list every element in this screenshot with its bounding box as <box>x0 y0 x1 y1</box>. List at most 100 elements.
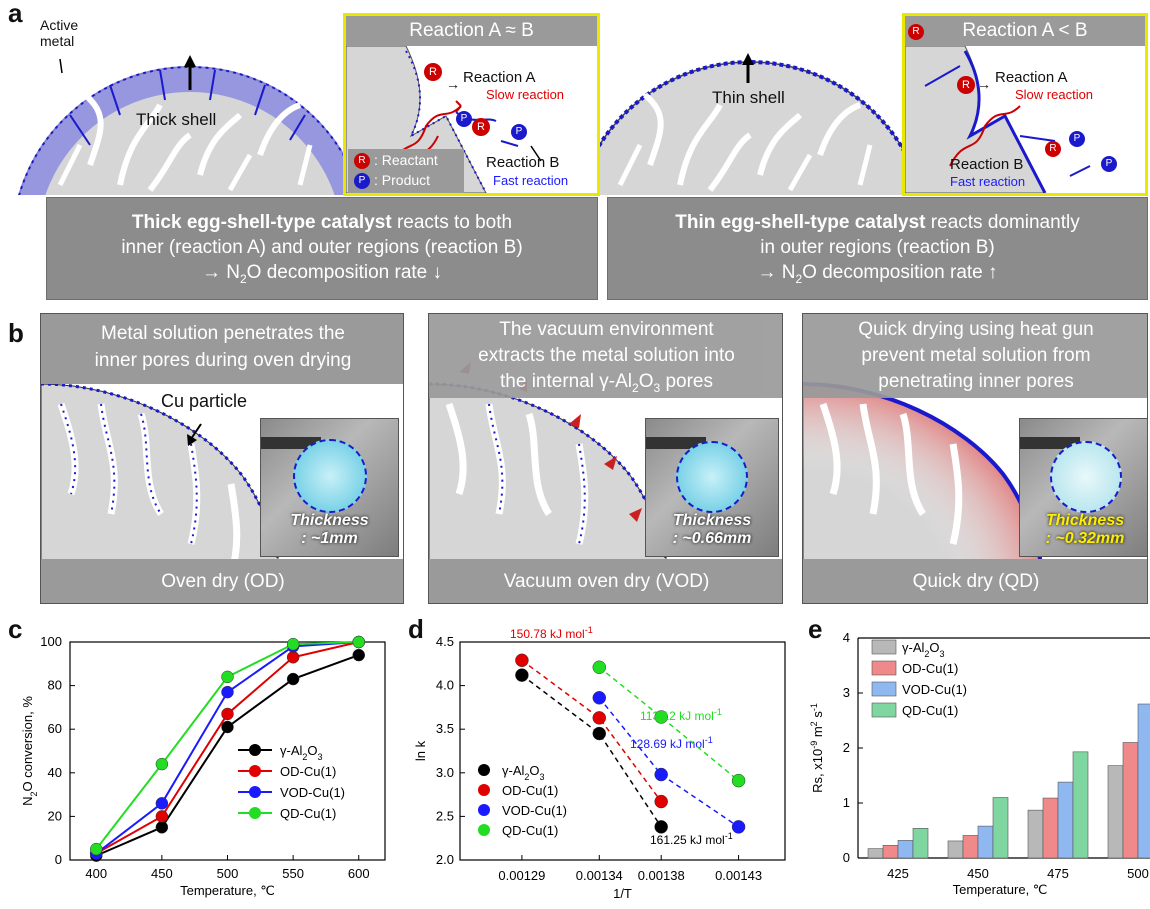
product-legend-label: : Product <box>374 172 431 188</box>
panel-b-letter: b <box>8 318 24 348</box>
chart-e-xtick-label: 425 <box>887 866 909 881</box>
reactant-icon: R <box>472 118 490 136</box>
reactant-icon: R <box>1045 141 1061 157</box>
right-inset-title: Reaction A < B <box>905 16 1145 46</box>
cu-particle-label: Cu particle <box>161 391 248 411</box>
right-inset-frame: Reaction A < B R R R P P → Reaction A Sl… <box>902 13 1148 196</box>
chart-c-legend-marker <box>249 744 261 756</box>
reactant-icon: R <box>908 24 924 40</box>
chart-c-point <box>352 635 365 649</box>
chart-d-fit-line <box>521 674 662 828</box>
chart-e-legend-label: VOD-Cu(1) <box>902 682 967 697</box>
chart-d-legend-label: QD-Cu(1) <box>502 823 558 838</box>
chart-e-bar <box>962 835 979 859</box>
chart-e-ytick-label: 0 <box>843 850 850 865</box>
chart-d-xtick-label: 0.00138 <box>638 868 685 883</box>
right-slow-reaction-label: Slow reaction <box>1015 87 1094 102</box>
quick-dry-panel: Quick drying using heat gun prevent meta… <box>802 313 1148 604</box>
chart-c-point <box>221 720 234 734</box>
quick-dry-photo: Thickness : ~0.32mm <box>1019 418 1147 557</box>
chart-c-point <box>352 648 365 662</box>
chart-e-bar <box>1027 809 1044 859</box>
panel-a-letter: a <box>8 0 23 28</box>
chart-e-xlabel: Temperature, ℃ <box>953 882 1048 897</box>
left-reaction-a-label: Reaction A <box>463 69 536 86</box>
chart-e-legend-label: γ-Al2O3 <box>902 640 945 659</box>
chart-e-bar <box>1072 751 1089 859</box>
chart-e-xtick-label: 475 <box>1047 866 1069 881</box>
chart-e-legend-swatch <box>871 660 897 676</box>
chart-e-bar <box>1122 742 1139 859</box>
chart-e-legend-swatch <box>871 681 897 697</box>
thick-shell-description: Thick egg-shell-type catalyst reacts to … <box>46 197 598 300</box>
active-metal-label: Active metal <box>40 17 79 49</box>
chart-e-legend-label: OD-Cu(1) <box>902 661 958 676</box>
chart-d-frame <box>459 641 786 861</box>
thick-shell-label: Thick shell <box>136 110 217 129</box>
chart-e-bar <box>977 825 994 859</box>
chart-e-bar <box>1057 781 1074 859</box>
right-inset-pore-diagram <box>905 46 1091 193</box>
quick-dry-caption: Quick dry (QD) <box>803 559 1147 603</box>
chart-d-point <box>515 653 529 668</box>
chart-d-ytick-label: 3.0 <box>436 765 454 780</box>
chart-c-ytick-label: 100 <box>40 634 62 649</box>
chart-d-activation-energy-label: 113.12 kJ mol-1 <box>640 707 722 723</box>
oven-dry-catalyst-illustration <box>41 382 288 603</box>
chart-e-xtick-label: 450 <box>967 866 989 881</box>
quick-dry-thickness-label: Thickness <box>1045 512 1125 529</box>
chart-c-ytick-label: 20 <box>48 808 62 823</box>
chart-d-point <box>515 668 529 682</box>
thin-shell-label: Thin shell <box>712 88 785 107</box>
chart-c-legend-label: γ-Al2O3 <box>280 743 323 762</box>
chart-c-point <box>155 757 169 771</box>
chart-d-ytick-label: 2.0 <box>436 852 454 867</box>
product-icon: P <box>456 111 472 127</box>
active-metal-arrow <box>59 58 63 74</box>
oven-dry-caption: Oven dry (OD) <box>41 559 403 603</box>
chart-c-legend-marker <box>249 786 261 798</box>
reactant-product-legend: R : Reactant P : Product <box>348 149 464 193</box>
chart-c-point <box>155 810 169 823</box>
right-reaction-a-label: Reaction A <box>995 69 1068 86</box>
chart-e-bar <box>1107 765 1124 859</box>
chart-c-legend-label: QD-Cu(1) <box>280 806 336 821</box>
chart-c-point <box>90 842 103 856</box>
chart-e-legend-label: QD-Cu(1) <box>902 703 958 718</box>
chart-c-point <box>155 821 169 834</box>
chart-d-fit-line <box>598 666 740 782</box>
chart-c-ytick-label: 0 <box>55 852 62 867</box>
chart-d-xtick-label: 0.00134 <box>576 868 623 883</box>
left-fast-reaction-label: Fast reaction <box>493 173 569 188</box>
chart-e-bar <box>1137 703 1150 859</box>
chart-e-bar <box>897 840 914 859</box>
chart-d-ytick-label: 4.5 <box>436 634 454 649</box>
quick-dry-title: Quick drying using heat gun prevent meta… <box>803 314 1147 398</box>
oven-dry-panel: Metal solution penetrates the inner pore… <box>40 313 404 604</box>
chart-c-legend-marker <box>249 807 261 819</box>
chart-c-point <box>221 685 234 699</box>
product-icon: P <box>1101 156 1117 172</box>
chart-c-ytick-label: 40 <box>48 765 62 780</box>
chart-d-point <box>592 711 607 725</box>
chart-d-point <box>654 710 668 724</box>
chart-c-xtick-label: 400 <box>85 866 107 881</box>
oven-dry-thickness-label: Thickness <box>290 512 369 529</box>
quick-dry-catalyst-illustration <box>803 382 1050 603</box>
chart-d-point <box>654 820 668 834</box>
product-icon: P <box>1069 131 1085 147</box>
thin-shell-description: Thin egg-shell-type catalyst reacts domi… <box>607 197 1148 300</box>
chart-e-bar <box>947 840 964 859</box>
chart-d-xtick-label: 0.00129 <box>498 868 545 883</box>
oven-dry-photo: Thickness : ~1mm <box>260 418 399 557</box>
left-slow-reaction-label: Slow reaction <box>486 87 565 102</box>
chart-e-bar <box>992 797 1009 859</box>
chart-e-bar <box>912 828 929 859</box>
oven-dry-title: Metal solution penetrates the inner pore… <box>41 314 403 384</box>
reactant-icon: R <box>957 76 975 94</box>
chart-c-point <box>221 707 234 721</box>
chart-c-legend-label: VOD-Cu(1) <box>280 785 345 800</box>
chart-e-bar <box>867 848 884 859</box>
chart-c-xtick-label: 500 <box>217 866 239 881</box>
chart-d-ytick-label: 4.0 <box>436 678 454 693</box>
